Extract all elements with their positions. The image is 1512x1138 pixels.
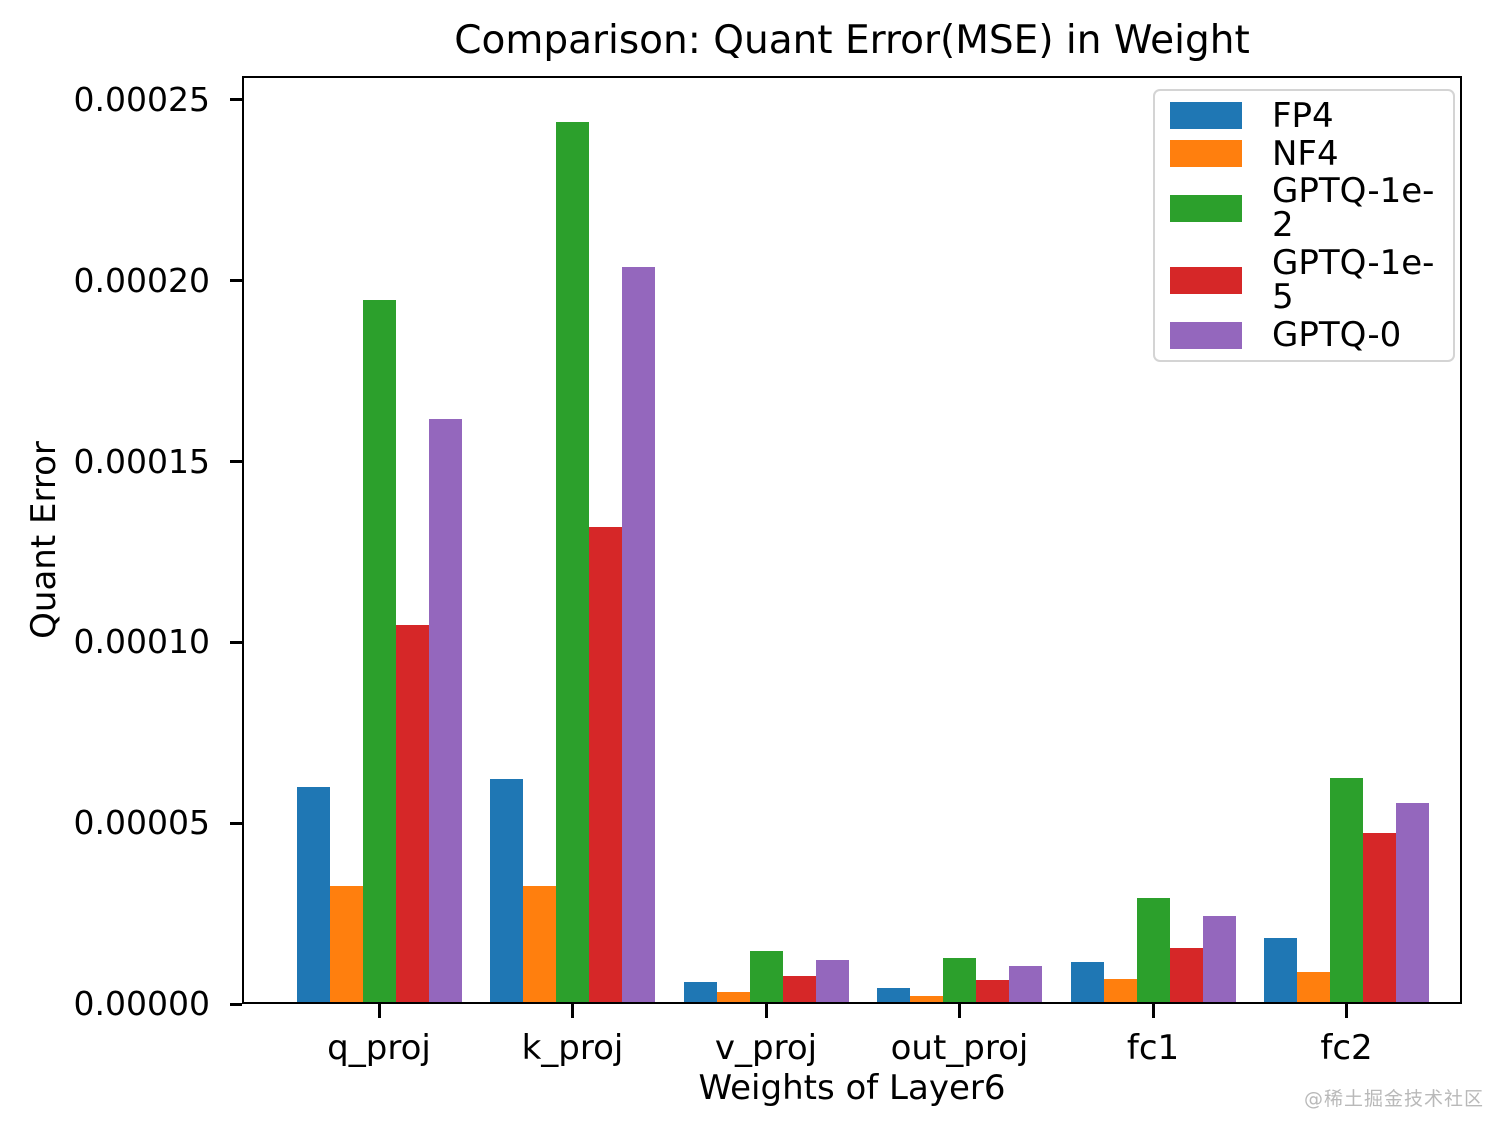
bar [395, 625, 429, 1004]
x-tick-label: v_proj [714, 1028, 818, 1068]
y-tick [230, 98, 242, 102]
bar [1264, 937, 1297, 1004]
y-tick [230, 640, 242, 644]
x-tick [377, 1004, 381, 1018]
legend-swatch [1170, 321, 1242, 349]
bar [428, 418, 462, 1004]
x-tick [571, 1004, 574, 1018]
bar [362, 300, 396, 1004]
bar [1202, 916, 1236, 1004]
y-tick [230, 821, 242, 825]
bar [943, 958, 976, 1004]
y-tick [230, 460, 242, 464]
bar [1396, 802, 1429, 1004]
legend-item: GPTQ-1e-5 [1155, 246, 1453, 314]
bar [523, 886, 556, 1004]
bar [1070, 962, 1104, 1004]
bar [815, 959, 849, 1004]
y-tick [230, 279, 242, 283]
legend-label: NF4 [1272, 133, 1339, 174]
legend-item: FP4 [1155, 99, 1453, 133]
bar [296, 787, 330, 1004]
watermark: @稀土掘金技术社区 [1303, 1088, 1484, 1110]
legend-swatch [1170, 140, 1242, 168]
bar [1297, 972, 1330, 1004]
legend-label: GPTQ-1e-5 [1272, 243, 1435, 318]
legend-item: NF4 [1155, 137, 1453, 171]
y-tick-label: 0.00025 [73, 79, 210, 119]
bar [716, 992, 750, 1004]
bar [329, 886, 363, 1004]
bar [782, 976, 816, 1004]
y-tick-label: 0.00005 [73, 803, 210, 843]
bar [1363, 832, 1396, 1004]
y-tick-label: 0.00010 [73, 622, 210, 662]
legend-item: GPTQ-0 [1155, 318, 1453, 352]
y-tick-label: 0.00015 [73, 441, 210, 481]
bar [683, 981, 717, 1004]
x-tick [764, 1004, 768, 1018]
legend: FP4 NF4 GPTQ-1e-2 GPTQ-1e-5 GPTQ-0 [1153, 89, 1455, 362]
bar [556, 121, 589, 1004]
legend-swatch [1170, 194, 1242, 222]
bar [1330, 777, 1363, 1004]
bar [910, 996, 943, 1004]
x-axis-label: Weights of Layer6 [698, 1068, 1006, 1108]
legend-item: GPTQ-1e-2 [1155, 174, 1453, 242]
x-tick [1345, 1004, 1348, 1018]
plot-area: FP4 NF4 GPTQ-1e-2 GPTQ-1e-5 GPTQ-0 0.00000 0.… [74, 76, 1462, 1067]
bar [1009, 966, 1042, 1004]
bar [622, 266, 655, 1004]
y-tick-label: 0.00020 [73, 260, 210, 300]
legend-swatch [1170, 266, 1242, 294]
bar [1136, 898, 1170, 1004]
bar [749, 950, 783, 1004]
x-tick-label: k_proj [521, 1028, 624, 1068]
bar [877, 987, 910, 1004]
x-tick [958, 1004, 961, 1018]
x-tick [1151, 1004, 1155, 1018]
chart-title: Comparison: Quant Error(MSE) in Weight [454, 18, 1250, 63]
y-tick [230, 1002, 242, 1006]
bar [1169, 947, 1203, 1004]
x-tick-label: out_proj [890, 1028, 1029, 1068]
x-tick-label: fc1 [1126, 1028, 1180, 1068]
y-tick-label: 0.00000 [73, 984, 210, 1023]
x-tick-label: fc2 [1320, 1028, 1373, 1068]
legend-label: FP4 [1272, 95, 1334, 136]
legend-label: GPTQ-1e-2 [1272, 171, 1435, 246]
bar [490, 779, 523, 1004]
bar [976, 980, 1009, 1004]
x-tick-label: q_proj [327, 1028, 431, 1068]
legend-label: GPTQ-0 [1272, 315, 1402, 356]
legend-swatch [1170, 102, 1242, 130]
bar [589, 526, 622, 1004]
bar [1103, 979, 1137, 1004]
